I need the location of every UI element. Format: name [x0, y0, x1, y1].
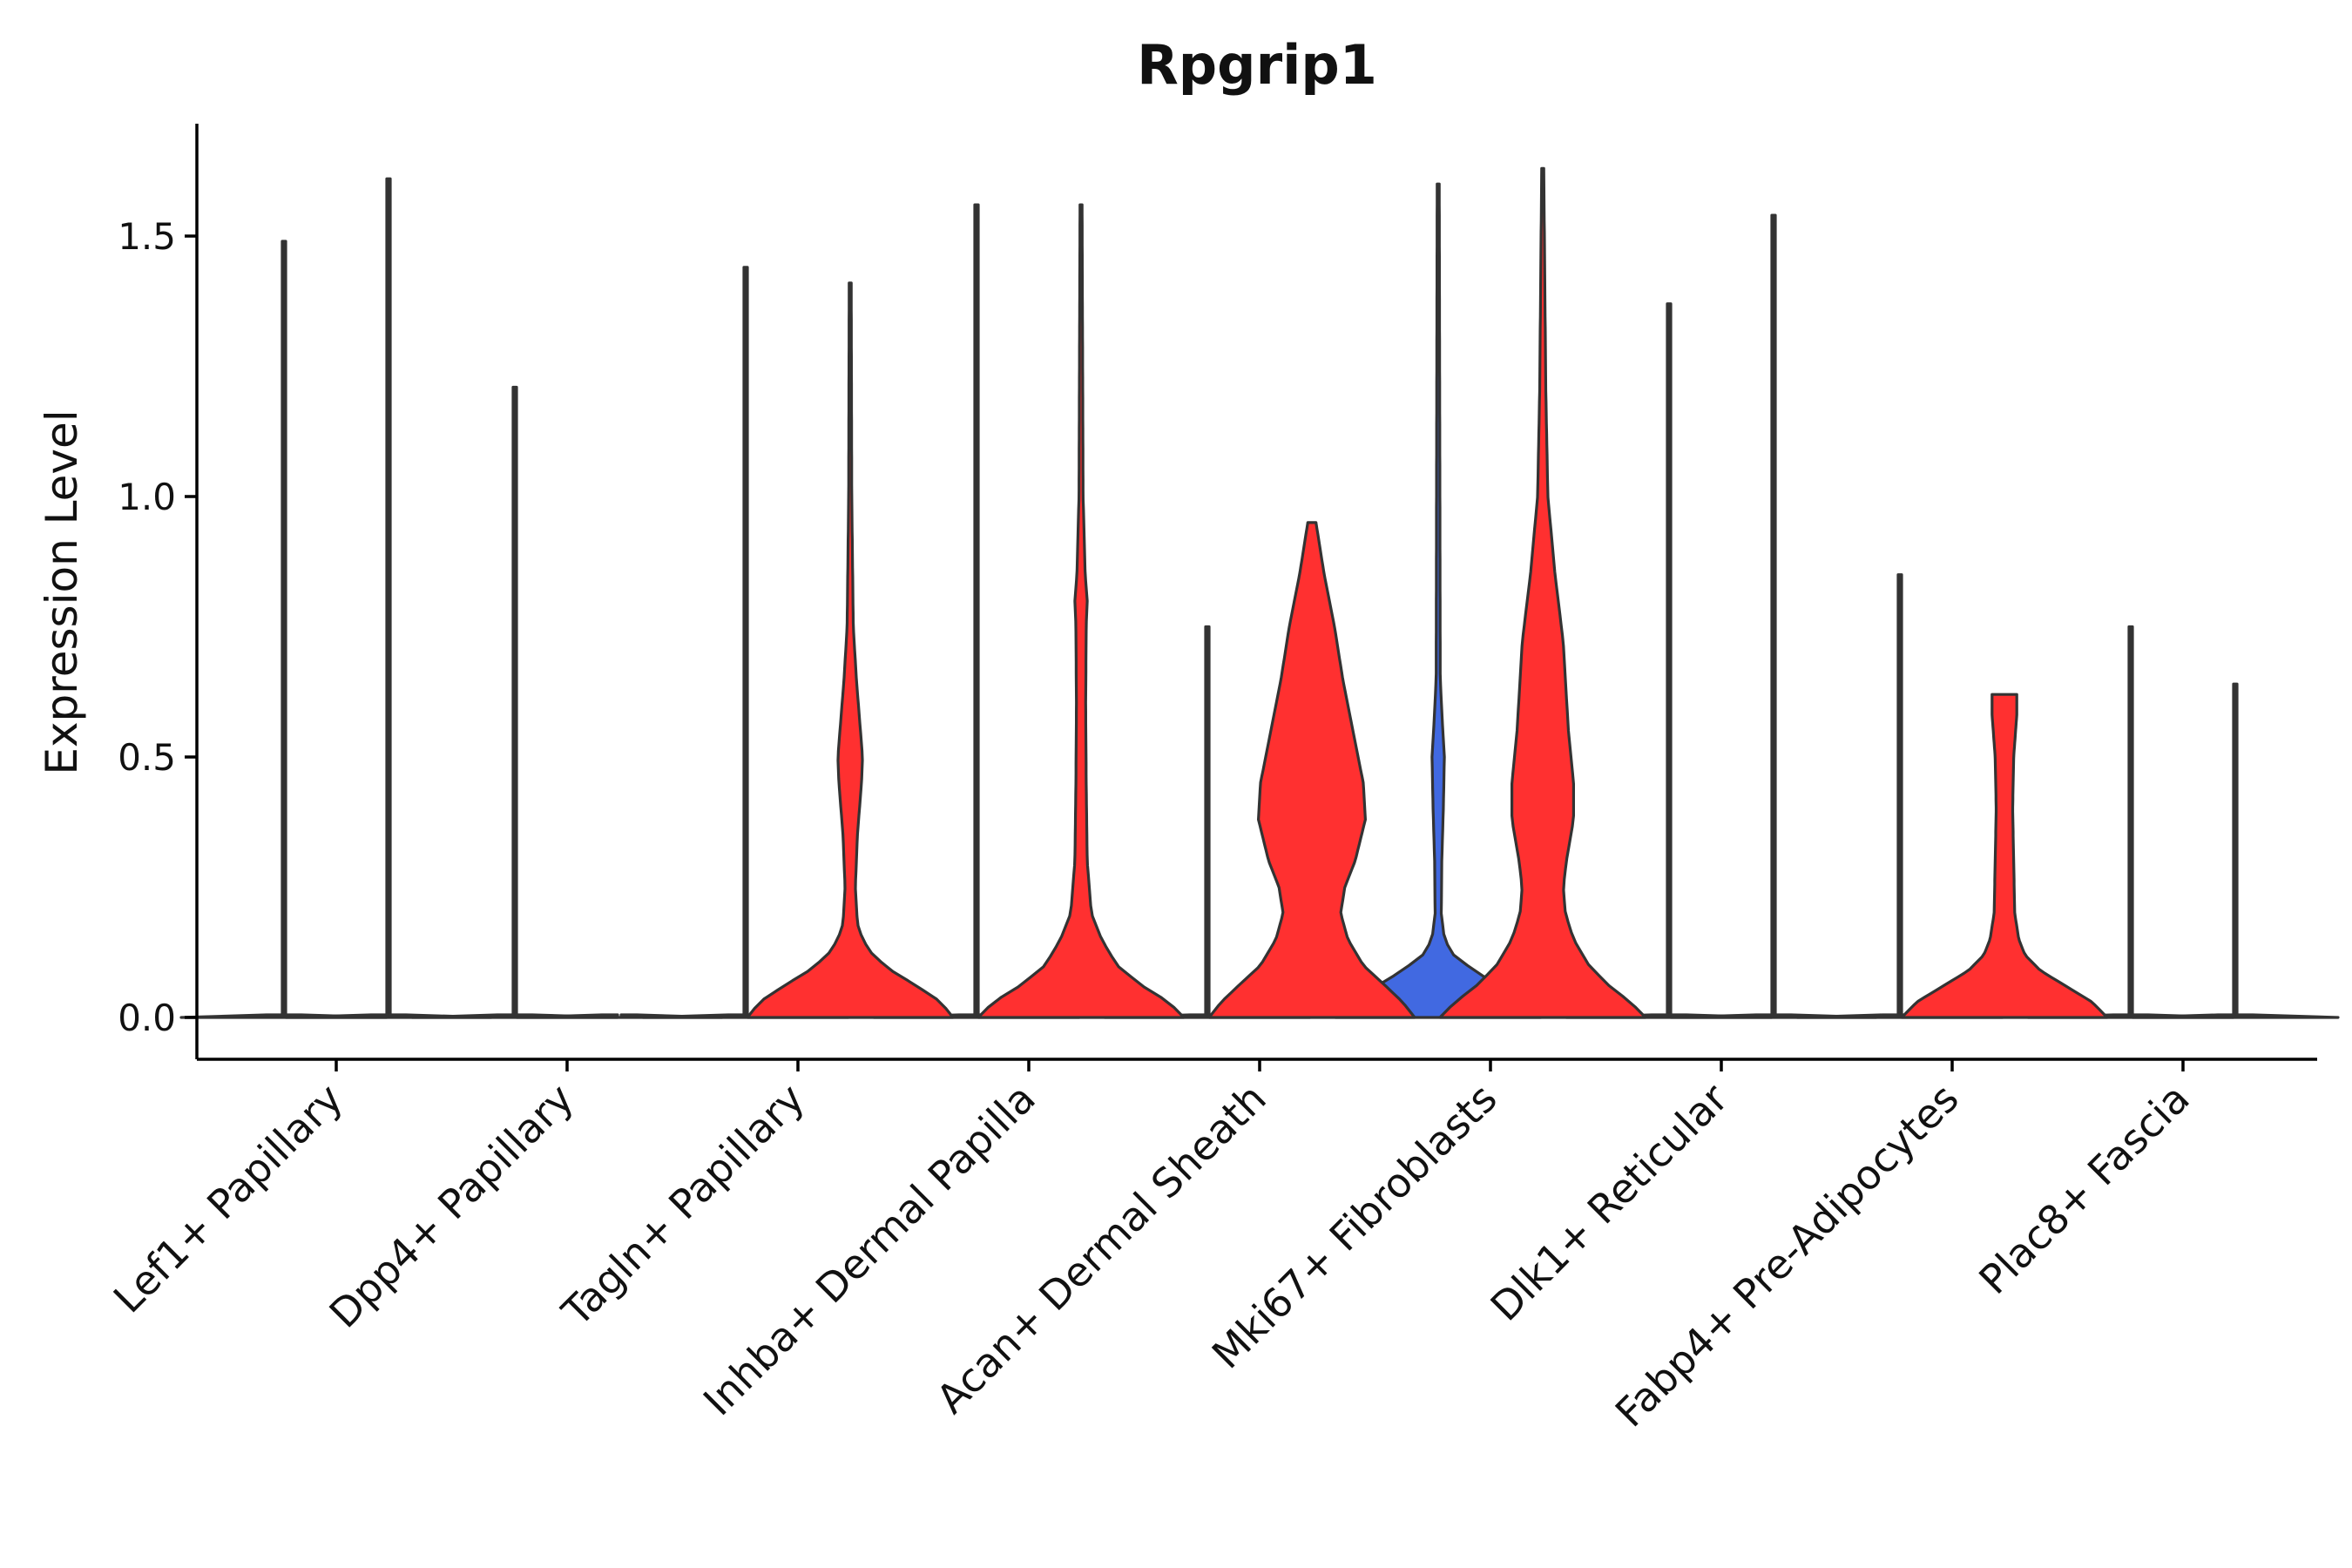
violin-group_b [2131, 682, 2340, 1019]
y-tick-label: 1.5 [118, 215, 176, 258]
y-axis-label: Expression Level [37, 409, 87, 774]
violin-group_b [1207, 521, 1416, 1019]
x-category-label: Lef1+ Papillary [105, 1075, 352, 1322]
x-category-label: Dlk1+ Reticular [1482, 1075, 1737, 1330]
violin-group_a [2026, 625, 2235, 1019]
y-tick-label: 1.0 [118, 476, 176, 518]
violin-group_b [284, 177, 493, 1019]
chart-title: Rpgrip1 [1137, 33, 1377, 97]
violin-group_a [410, 385, 619, 1019]
x-category-label: Tagln+ Papillary [552, 1075, 814, 1336]
x-category-label: Plac8+ Fascia [1970, 1075, 2198, 1303]
y-tick-label: 0.5 [118, 736, 176, 779]
violin-group_a [1565, 302, 1774, 1019]
violin-group_b [977, 203, 1186, 1019]
violin-group_b [515, 1013, 724, 1019]
violin-group_a [641, 266, 850, 1019]
violin-group_a [872, 203, 1081, 1019]
y-tick-label: 0.0 [118, 997, 176, 1039]
violin-group_a [179, 240, 389, 1019]
violin-group_b [746, 281, 955, 1019]
violin-group_a [1795, 573, 2004, 1019]
violin-group_a [1334, 182, 1543, 1019]
x-category-label: Dpp4+ Papillary [321, 1075, 583, 1337]
violin-group_b [1438, 166, 1647, 1019]
violin-group_b [1669, 213, 1878, 1019]
violin-group_b [1900, 693, 2109, 1019]
